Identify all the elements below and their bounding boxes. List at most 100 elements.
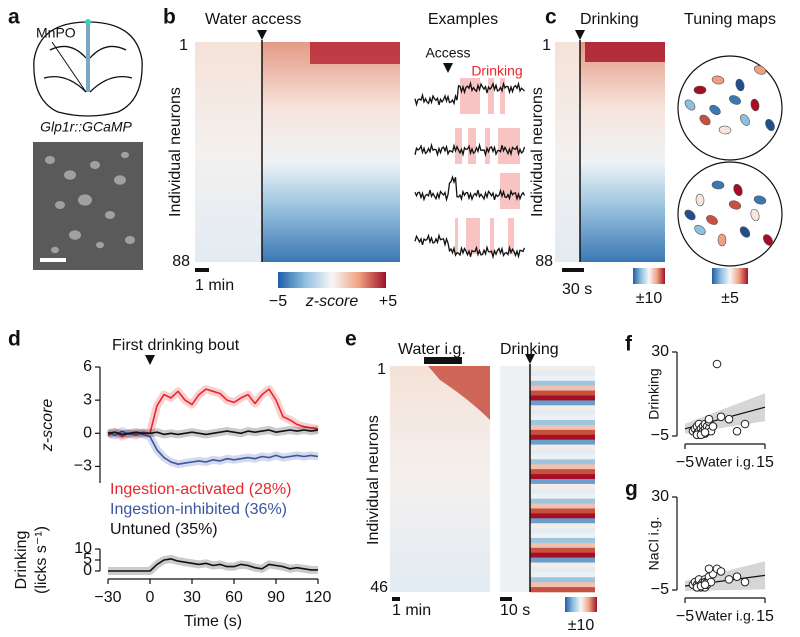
imaging-cell bbox=[90, 161, 100, 169]
tuning-cell bbox=[718, 125, 732, 135]
heatmap bbox=[500, 366, 530, 592]
legend-entry: Ingestion-inhibited (36%) bbox=[110, 501, 287, 518]
y-tick-label: 0 bbox=[83, 562, 92, 579]
legend-entry: Ingestion-activated (28%) bbox=[110, 481, 291, 498]
heatmap-row bbox=[530, 424, 595, 431]
heatmap-row bbox=[530, 439, 595, 445]
drinking-bout bbox=[490, 218, 494, 254]
y-axis-label: Individual neurons bbox=[167, 87, 184, 217]
brain-schematic bbox=[43, 45, 133, 93]
heatmap bbox=[195, 42, 262, 262]
drinking-bout bbox=[508, 218, 514, 254]
imaging-cell bbox=[45, 156, 55, 164]
point bbox=[716, 412, 726, 422]
heatmap-row bbox=[530, 434, 595, 440]
point bbox=[732, 426, 742, 436]
panel-title: Water access bbox=[205, 11, 301, 28]
imaging-cell bbox=[51, 246, 59, 254]
panel-letter: f bbox=[625, 333, 633, 356]
heatmap-row bbox=[530, 577, 595, 583]
x-axis-label: Water i.g. bbox=[695, 608, 754, 624]
panel-title: Examples bbox=[428, 11, 498, 28]
colorbar bbox=[565, 597, 597, 612]
drinking-bout bbox=[455, 128, 462, 164]
heatmap-row bbox=[530, 366, 595, 372]
tuning-cell bbox=[765, 119, 775, 131]
colorbar-label: z-score bbox=[305, 293, 359, 310]
y-tick-label: −5 bbox=[651, 427, 669, 444]
x-tick-label: 0 bbox=[146, 589, 155, 606]
infusion-label: Water i.g. bbox=[398, 341, 466, 358]
tuning-cell bbox=[695, 193, 705, 207]
x-tick-label: −5 bbox=[676, 608, 694, 625]
imaging-cell bbox=[69, 230, 81, 240]
imaging-cell bbox=[96, 241, 104, 249]
panel-letter: b bbox=[163, 6, 176, 29]
panel-letter: a bbox=[8, 6, 20, 29]
heatmap-row bbox=[530, 405, 595, 411]
heatmap-row bbox=[530, 533, 595, 539]
point bbox=[712, 359, 722, 369]
imaging-cell bbox=[64, 170, 76, 180]
heatmap-row bbox=[530, 542, 595, 549]
brain-schematic bbox=[33, 20, 143, 117]
genotype-label: Glp1r::GCaMP bbox=[40, 119, 132, 135]
heatmap-row bbox=[530, 474, 595, 480]
tuning-cell bbox=[717, 233, 727, 247]
point bbox=[704, 414, 714, 424]
heatmap-row bbox=[530, 469, 595, 475]
event-marker bbox=[257, 30, 267, 40]
drinking-bout bbox=[498, 128, 520, 164]
heatmap-row bbox=[530, 513, 595, 519]
point bbox=[724, 414, 734, 424]
x-axis-label: Time (s) bbox=[184, 613, 242, 630]
tuning-cell bbox=[733, 183, 743, 197]
row-label: 1 bbox=[377, 361, 386, 378]
point bbox=[724, 575, 734, 584]
point bbox=[740, 577, 750, 587]
y-axis-label: z-score bbox=[39, 399, 56, 453]
tuning-cell bbox=[763, 234, 773, 246]
heatmap-row bbox=[530, 380, 595, 386]
heatmap-row bbox=[530, 390, 595, 396]
heatmap bbox=[530, 366, 595, 593]
tuning-cell bbox=[693, 85, 707, 95]
tuning-cell bbox=[750, 98, 760, 112]
line bbox=[107, 388, 319, 438]
drinking-bout bbox=[460, 78, 480, 114]
panel-letter: c bbox=[545, 6, 557, 29]
heatmap-row bbox=[530, 385, 595, 391]
heatmap-row bbox=[530, 459, 595, 465]
point bbox=[732, 572, 742, 582]
example-traces bbox=[414, 78, 526, 260]
heatmap-row bbox=[530, 523, 595, 529]
colorbar-label: −5 bbox=[269, 293, 287, 310]
tuning-cell bbox=[706, 215, 718, 225]
heatmap-row bbox=[530, 449, 595, 455]
imaging-cell bbox=[78, 194, 92, 206]
event-label: Access bbox=[425, 45, 470, 61]
y-axis-label: NaCl i.g. bbox=[646, 517, 662, 571]
colorbar-label: ±5 bbox=[721, 290, 739, 307]
scale-bar bbox=[500, 597, 512, 601]
heatmap-row bbox=[530, 572, 595, 578]
heatmap bbox=[428, 366, 490, 420]
x-tick-label: 60 bbox=[225, 589, 243, 606]
heatmap-row bbox=[530, 587, 595, 593]
heatmap-row bbox=[530, 444, 595, 450]
tuning-cell bbox=[740, 114, 750, 126]
implant-tip bbox=[85, 19, 91, 25]
tuning-cell bbox=[684, 209, 696, 221]
line bbox=[107, 430, 319, 465]
x-tick-label: 15 bbox=[756, 608, 774, 625]
scale-label: 30 s bbox=[562, 281, 592, 298]
row-label: 88 bbox=[172, 253, 190, 270]
event-label: Drinking bbox=[500, 341, 559, 358]
drinking-bout bbox=[485, 128, 490, 164]
colorbar bbox=[278, 272, 386, 288]
y-tick-label: 3 bbox=[83, 391, 92, 408]
heatmap-row bbox=[530, 420, 595, 426]
imaging-cell bbox=[105, 211, 115, 219]
scale-label: 1 min bbox=[392, 602, 431, 619]
row-label: 1 bbox=[179, 37, 188, 54]
